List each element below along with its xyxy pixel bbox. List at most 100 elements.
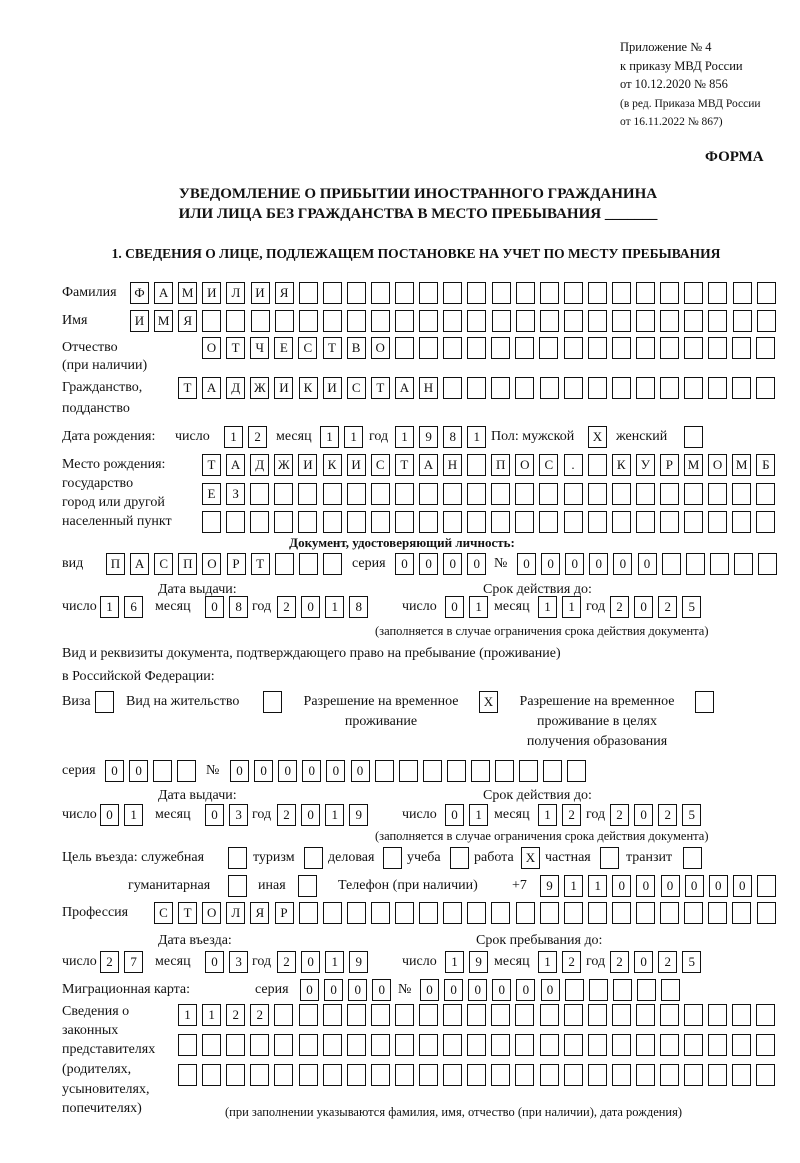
character-cell[interactable]: 5: [682, 951, 702, 973]
character-cell[interactable]: 0: [467, 553, 487, 575]
character-cell[interactable]: [322, 310, 342, 332]
character-cell[interactable]: [635, 1064, 655, 1086]
character-cell[interactable]: 2: [610, 951, 629, 973]
character-cell[interactable]: [539, 310, 559, 332]
character-cell[interactable]: [756, 902, 776, 924]
character-cell[interactable]: [563, 1034, 583, 1056]
character-cell[interactable]: [467, 902, 487, 924]
character-cell[interactable]: [684, 282, 704, 304]
checkbox-cell[interactable]: [383, 847, 402, 869]
character-cell[interactable]: Л: [226, 282, 246, 304]
character-cell[interactable]: [563, 1004, 583, 1026]
character-cell[interactable]: 0: [565, 553, 585, 575]
character-cell[interactable]: [659, 337, 679, 359]
character-cell[interactable]: [660, 1004, 679, 1026]
character-cell[interactable]: 0: [541, 553, 561, 575]
character-cell[interactable]: [543, 760, 563, 782]
character-cell[interactable]: [491, 377, 511, 399]
character-cell[interactable]: [732, 282, 752, 304]
character-cell[interactable]: [588, 979, 608, 1001]
character-cell[interactable]: [684, 1034, 704, 1056]
character-cell[interactable]: [274, 483, 294, 505]
character-cell[interactable]: [659, 511, 679, 533]
character-cell[interactable]: С: [346, 377, 366, 399]
character-cell[interactable]: 0: [636, 875, 656, 897]
character-cell[interactable]: [467, 282, 487, 304]
character-cell[interactable]: У: [635, 454, 655, 476]
character-cell[interactable]: [684, 377, 704, 399]
character-cell[interactable]: [587, 282, 607, 304]
character-cell[interactable]: [519, 760, 539, 782]
character-cell[interactable]: 1: [469, 596, 489, 618]
character-cell[interactable]: [563, 483, 583, 505]
character-cell[interactable]: [611, 337, 631, 359]
character-cell[interactable]: [177, 760, 197, 782]
character-cell[interactable]: [471, 760, 490, 782]
character-cell[interactable]: [684, 483, 703, 505]
character-cell[interactable]: 1: [588, 875, 608, 897]
character-cell[interactable]: 0: [372, 979, 392, 1001]
character-cell[interactable]: [708, 1004, 728, 1026]
character-cell[interactable]: [732, 483, 752, 505]
character-cell[interactable]: 1: [124, 804, 144, 826]
character-cell[interactable]: С: [154, 902, 173, 924]
character-cell[interactable]: [226, 1064, 246, 1086]
character-cell[interactable]: 1: [320, 426, 339, 448]
character-cell[interactable]: [563, 902, 583, 924]
character-cell[interactable]: Ж: [274, 454, 294, 476]
character-cell[interactable]: [443, 511, 462, 533]
character-cell[interactable]: 0: [100, 804, 119, 826]
character-cell[interactable]: 0: [468, 979, 488, 1001]
character-cell[interactable]: [587, 1034, 607, 1056]
character-cell[interactable]: [515, 1004, 535, 1026]
character-cell[interactable]: [226, 310, 246, 332]
character-cell[interactable]: 0: [395, 553, 414, 575]
character-cell[interactable]: 0: [348, 979, 368, 1001]
character-cell[interactable]: Т: [178, 377, 197, 399]
character-cell[interactable]: [419, 1064, 438, 1086]
character-cell[interactable]: [635, 483, 655, 505]
character-cell[interactable]: Ж: [250, 377, 270, 399]
character-cell[interactable]: 1: [325, 951, 345, 973]
checkbox-cell[interactable]: [600, 847, 619, 869]
character-cell[interactable]: 2: [658, 596, 678, 618]
character-cell[interactable]: [322, 511, 342, 533]
character-cell[interactable]: [539, 1034, 559, 1056]
character-cell[interactable]: 1: [538, 804, 557, 826]
character-cell[interactable]: [322, 1064, 342, 1086]
character-cell[interactable]: [467, 1004, 487, 1026]
character-cell[interactable]: [636, 310, 656, 332]
character-cell[interactable]: [684, 1064, 704, 1086]
checkbox-cell[interactable]: [695, 691, 714, 713]
character-cell[interactable]: [443, 902, 463, 924]
character-cell[interactable]: 0: [634, 951, 654, 973]
character-cell[interactable]: [660, 377, 679, 399]
character-cell[interactable]: [515, 1064, 535, 1086]
character-cell[interactable]: [611, 511, 631, 533]
character-cell[interactable]: [346, 310, 366, 332]
character-cell[interactable]: 8: [229, 596, 249, 618]
checkbox-cell[interactable]: [450, 847, 469, 869]
character-cell[interactable]: Т: [226, 337, 246, 359]
character-cell[interactable]: [298, 282, 318, 304]
character-cell[interactable]: С: [370, 454, 390, 476]
character-cell[interactable]: 1: [395, 426, 414, 448]
character-cell[interactable]: [756, 875, 776, 897]
character-cell[interactable]: 8: [443, 426, 463, 448]
character-cell[interactable]: [443, 337, 462, 359]
character-cell[interactable]: 0: [589, 553, 609, 575]
character-cell[interactable]: И: [130, 310, 149, 332]
checkbox-cell[interactable]: X: [521, 847, 540, 869]
character-cell[interactable]: [495, 760, 515, 782]
character-cell[interactable]: 8: [349, 596, 369, 618]
character-cell[interactable]: [418, 337, 438, 359]
character-cell[interactable]: 0: [540, 979, 560, 1001]
character-cell[interactable]: 9: [349, 804, 369, 826]
character-cell[interactable]: [346, 902, 366, 924]
character-cell[interactable]: [153, 760, 173, 782]
character-cell[interactable]: [660, 310, 680, 332]
character-cell[interactable]: [298, 1034, 318, 1056]
character-cell[interactable]: 1: [344, 426, 364, 448]
character-cell[interactable]: [395, 902, 414, 924]
character-cell[interactable]: [298, 483, 318, 505]
